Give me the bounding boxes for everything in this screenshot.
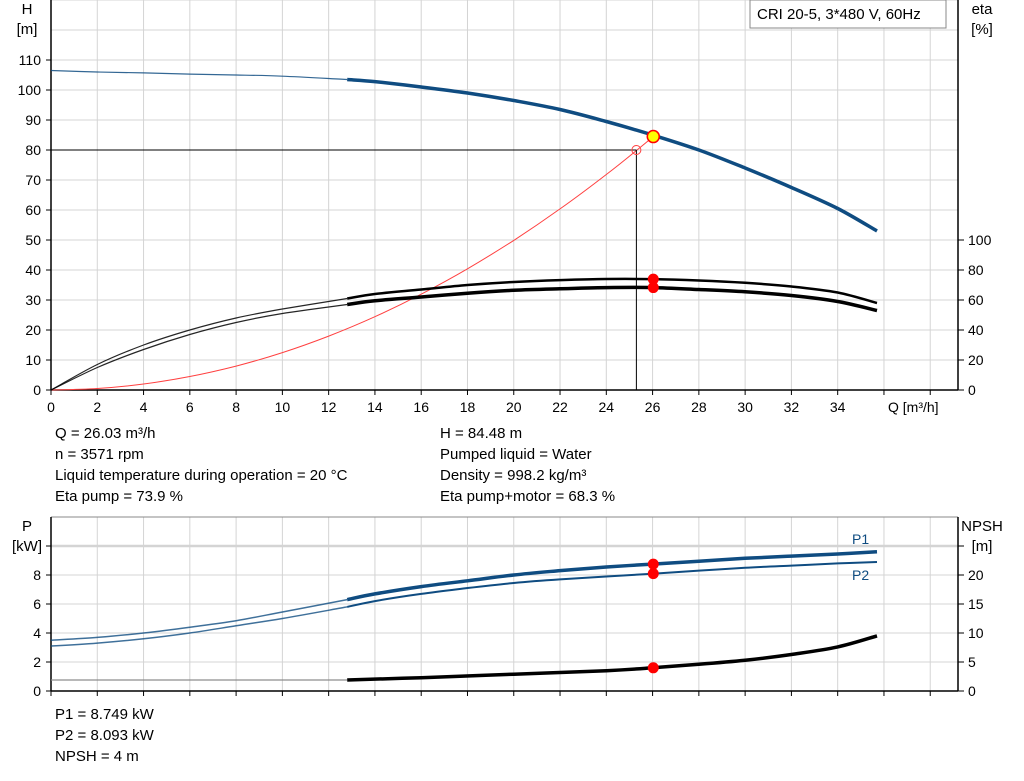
eta-pump-duty-marker bbox=[647, 273, 659, 285]
p1-curve-label: P1 bbox=[852, 531, 869, 547]
p2-curve bbox=[346, 561, 878, 608]
y-axis-unit-right: [m] bbox=[972, 538, 993, 555]
info-head: H = 84.48 m bbox=[440, 425, 523, 442]
x-tick-label: 20 bbox=[506, 399, 522, 415]
y-tick-label-right: 60 bbox=[968, 292, 984, 308]
info-eta-pump: Eta pump = 73.9 % bbox=[55, 488, 183, 505]
y-axis-title-right: NPSH bbox=[961, 518, 1003, 535]
info-flow: Q = 26.03 m³/h bbox=[55, 425, 156, 442]
y-tick-label-right: 100 bbox=[968, 232, 992, 248]
info-liquid: Pumped liquid = Water bbox=[440, 446, 592, 463]
x-tick-label: 18 bbox=[460, 399, 476, 415]
y-axis-unit-left: [m] bbox=[17, 21, 38, 38]
x-tick-label: 28 bbox=[691, 399, 707, 415]
p2-curve-extended bbox=[50, 606, 348, 647]
system-curve bbox=[50, 136, 654, 391]
x-tick-label: 14 bbox=[367, 399, 383, 415]
x-tick-label: 24 bbox=[599, 399, 615, 415]
y-tick-label-left: 90 bbox=[25, 112, 41, 128]
requested-point-marker bbox=[631, 145, 642, 155]
eta_pump_motor-curve-extended bbox=[50, 303, 348, 391]
y-tick-label-left: 20 bbox=[25, 322, 41, 338]
info-left: Q = 26.03 m³/h n = 3571 rpm Liquid tempe… bbox=[55, 423, 347, 507]
y-tick-label-left: 50 bbox=[25, 232, 41, 248]
y-tick-label-left: 8 bbox=[33, 567, 41, 583]
y-tick-label-left: 100 bbox=[18, 82, 42, 98]
p1-curve bbox=[346, 550, 878, 602]
eta_pump_motor-curve bbox=[346, 285, 878, 313]
x-tick-label: 34 bbox=[830, 399, 846, 415]
y-tick-label-right: 80 bbox=[968, 262, 984, 278]
y-tick-label-right: 15 bbox=[968, 596, 984, 612]
info-p2: P2 = 8.093 kW bbox=[55, 727, 154, 744]
eta_pump-curve-extended bbox=[50, 297, 348, 391]
x-tick-label: 4 bbox=[140, 399, 148, 415]
duty-point-marker bbox=[646, 129, 661, 144]
x-tick-label: 22 bbox=[552, 399, 568, 415]
y-tick-label-right: 0 bbox=[968, 382, 976, 398]
y-axis-title-left: P bbox=[22, 518, 32, 535]
x-tick-label: 12 bbox=[321, 399, 337, 415]
y-tick-label-left: 110 bbox=[19, 52, 42, 68]
npsh-duty-marker bbox=[647, 662, 659, 674]
y-tick-label-right: 20 bbox=[968, 567, 984, 583]
x-tick-label: 2 bbox=[93, 399, 101, 415]
x-tick-label: 8 bbox=[232, 399, 240, 415]
info-density: Density = 998.2 kg/m³ bbox=[440, 467, 587, 484]
y-tick-label-left: 6 bbox=[33, 596, 41, 612]
info-speed: n = 3571 rpm bbox=[55, 446, 144, 463]
legend-box: CRI 20-5, 3*480 V, 60Hz bbox=[749, 0, 947, 29]
y-tick-label-right: 10 bbox=[968, 625, 984, 641]
head-curve-extended bbox=[50, 69, 348, 81]
p2-curve-label: P2 bbox=[852, 567, 869, 583]
y-axis-title-right: eta bbox=[972, 1, 994, 18]
y-tick-label-left: 80 bbox=[25, 142, 41, 158]
y-tick-label-left: 0 bbox=[33, 382, 41, 398]
info-p1: P1 = 8.749 kW bbox=[55, 706, 154, 723]
y-tick-label-right: 40 bbox=[968, 322, 984, 338]
y-tick-label-left: 4 bbox=[33, 625, 41, 641]
x-tick-label: 0 bbox=[47, 399, 55, 415]
info-eta-pump-motor: Eta pump+motor = 68.3 % bbox=[440, 488, 616, 505]
info-npsh: NPSH = 4 m bbox=[55, 748, 139, 765]
y-tick-label-left: 70 bbox=[25, 172, 41, 188]
p2-duty-marker bbox=[647, 568, 659, 580]
x-tick-label: 30 bbox=[737, 399, 753, 415]
x-tick-label: 32 bbox=[784, 399, 800, 415]
y-tick-label-left: 60 bbox=[25, 202, 41, 218]
npsh-curve bbox=[347, 634, 878, 682]
chart-title: CRI 20-5, 3*480 V, 60Hz bbox=[757, 6, 921, 23]
y-tick-label-right: 0 bbox=[968, 683, 976, 699]
y-axis-unit-right: [%] bbox=[971, 21, 993, 38]
head-efficiency-chart: 0 2 4 6 8 10 12 14 16 18 20 22 24 26 28 30 32 34 Q [m³/h]0… bbox=[17, 0, 994, 415]
x-tick-label: 6 bbox=[186, 399, 194, 415]
y-axis-title-left: H bbox=[22, 1, 33, 18]
y-tick-label-left: 10 bbox=[25, 352, 41, 368]
info-right: H = 84.48 m Pumped liquid = Water Densit… bbox=[440, 423, 615, 507]
p1-curve-extended bbox=[50, 598, 348, 642]
x-tick-label: 26 bbox=[645, 399, 661, 415]
head-curve bbox=[347, 77, 878, 233]
eta_pump-curve bbox=[347, 277, 878, 305]
y-tick-label-right: 5 bbox=[968, 654, 976, 670]
y-tick-label-left: 40 bbox=[25, 262, 41, 278]
eta-pump-motor-duty-marker bbox=[647, 282, 659, 294]
y-axis-unit-left: [kW] bbox=[12, 538, 42, 555]
x-tick-label: 16 bbox=[413, 399, 429, 415]
y-tick-label-right: 20 bbox=[968, 352, 984, 368]
power-npsh-chart: 0 2 4 6 8 0 5 10 15 20 P [kW] NPSH [m] P1 P2 bbox=[12, 516, 1003, 699]
x-axis-label: Q [m³/h] bbox=[888, 399, 939, 415]
y-tick-label-left: 2 bbox=[33, 654, 41, 670]
y-tick-label-left: 30 bbox=[25, 292, 41, 308]
p1-duty-marker bbox=[647, 558, 659, 570]
info-temperature: Liquid temperature during operation = 20… bbox=[55, 467, 348, 484]
y-tick-label-left: 0 bbox=[33, 683, 41, 699]
x-tick-label: 10 bbox=[275, 399, 291, 415]
info-bottom: P1 = 8.749 kW P2 = 8.093 kW NPSH = 4 m bbox=[55, 704, 154, 767]
